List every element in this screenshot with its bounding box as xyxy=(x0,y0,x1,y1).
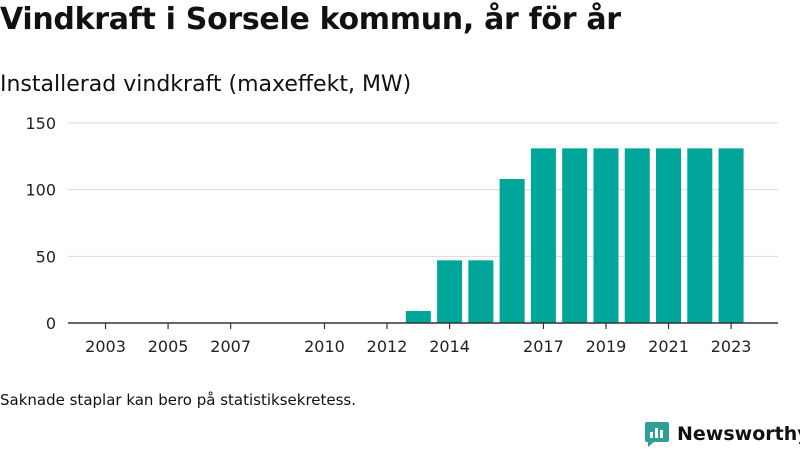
bar xyxy=(499,179,525,323)
bar xyxy=(687,148,713,323)
y-tick-label: 0 xyxy=(46,314,56,333)
brand-name: Newsworthy xyxy=(677,423,800,445)
x-tick-label: 2014 xyxy=(429,337,470,356)
bar-chart: 0 50 100 150 2003 2005 2007 2010 2012 2014 2017 201… xyxy=(25,114,778,356)
footnote: Saknade staplar kan bero på statistiksek… xyxy=(0,391,357,409)
bar xyxy=(530,148,556,323)
x-tick-label: 2021 xyxy=(648,337,689,356)
x-tick-label: 2017 xyxy=(523,337,564,356)
bar xyxy=(656,148,682,323)
chart-subtitle: Installerad vindkraft (maxeffekt, MW) xyxy=(0,72,412,97)
x-tick-label: 2010 xyxy=(304,337,345,356)
y-tick-label: 100 xyxy=(25,181,56,200)
bar xyxy=(593,148,619,323)
y-tick-label: 150 xyxy=(25,114,56,133)
x-tick-label: 2007 xyxy=(210,337,251,356)
chart-title: Vindkraft i Sorsele kommun, år för år xyxy=(0,2,621,37)
x-tick-label: 2012 xyxy=(367,337,408,356)
y-tick-label: 50 xyxy=(36,247,56,266)
x-tick-label: 2005 xyxy=(148,337,189,356)
bar xyxy=(562,148,588,323)
bar xyxy=(468,260,494,323)
bar xyxy=(624,148,650,323)
x-tick-label: 2019 xyxy=(586,337,627,356)
x-axis xyxy=(68,322,778,329)
tick-labels: 0 50 100 150 2003 2005 2007 2010 2012 2014 2017 201… xyxy=(25,114,751,356)
brand-logo: Newsworthy xyxy=(644,420,800,448)
bars xyxy=(405,148,744,323)
newsworthy-logo-icon xyxy=(645,422,669,447)
bar xyxy=(437,260,463,323)
bar xyxy=(718,148,744,323)
bar xyxy=(405,311,431,323)
x-tick-label: 2023 xyxy=(711,337,752,356)
x-tick-label: 2003 xyxy=(85,337,126,356)
